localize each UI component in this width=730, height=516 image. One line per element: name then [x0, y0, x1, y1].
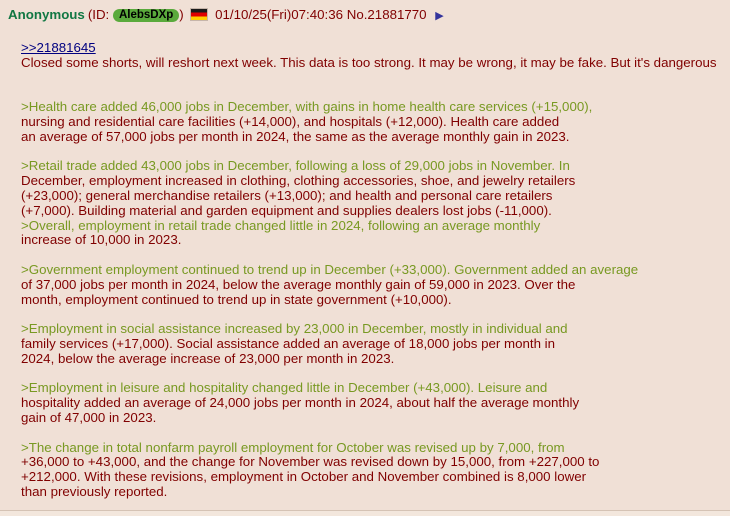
blank-line	[21, 145, 730, 160]
text-line: of 37,000 jobs per month in 2024, below …	[21, 276, 576, 292]
id-suffix: )	[179, 7, 184, 22]
text-line: +212,000. With these revisions, employme…	[21, 469, 587, 485]
greentext-line: >Retail trade added 43,000 jobs in Decem…	[21, 158, 570, 174]
poster-name: Anonymous	[8, 7, 85, 22]
blank-line	[21, 248, 730, 263]
text-line: (+23,000); general merchandise retailers…	[21, 187, 553, 203]
text-line: month, employment continued to trend up …	[21, 291, 452, 307]
blank-line	[21, 85, 730, 100]
greentext-line: >Employment in leisure and hospitality c…	[21, 380, 548, 396]
text-line: increase of 10,000 in 2023.	[21, 232, 182, 248]
text-line: 2024, below the average increase of 23,0…	[21, 350, 395, 366]
post-menu-arrow-icon[interactable]: ▶	[435, 10, 444, 22]
germany-flag-icon	[191, 9, 208, 20]
blank-line	[21, 307, 730, 322]
greentext-line: >Overall, employment in retail trade cha…	[21, 217, 541, 233]
text-line: than previously reported.	[21, 483, 168, 499]
blank-line	[21, 426, 730, 441]
poster-id-badge[interactable]: AlebsDXp	[112, 9, 180, 22]
greentext-line: >Government employment continued to tren…	[21, 261, 639, 277]
greentext-line: >Health care added 46,000 jobs in Decemb…	[21, 99, 593, 115]
post-message: >>21881645 Closed some shorts, will resh…	[21, 40, 730, 500]
post-header: Anonymous (ID: AlebsDXp) 01/10/25(Fri)07:…	[8, 7, 730, 24]
blank-line	[21, 71, 730, 86]
text-line: gain of 47,000 in 2023.	[21, 409, 157, 425]
text-line: December, employment increased in clothi…	[21, 173, 576, 189]
text-line: family services (+17,000). Social assist…	[21, 335, 556, 351]
text-line: (+7,000). Building material and garden e…	[21, 202, 552, 218]
intro-line: Closed some shorts, will reshort next we…	[21, 54, 717, 70]
post-datetime: 01/10/25(Fri)07:40:36	[215, 7, 344, 22]
id-prefix: (ID:	[87, 7, 110, 22]
post-number[interactable]: No.21881770	[346, 7, 427, 22]
text-line: nursing and residential care facilities …	[21, 113, 560, 129]
quote-line: >>21881645	[21, 40, 730, 56]
greentext-line: >Employment in social assistance increas…	[21, 321, 568, 337]
post: Anonymous (ID: AlebsDXp) 01/10/25(Fri)07:…	[8, 7, 730, 500]
paragraphs-container: >Health care added 46,000 jobs in Decemb…	[21, 99, 730, 500]
greentext-line: >The change in total nonfarm payroll emp…	[21, 439, 565, 455]
blank-line	[21, 367, 730, 382]
text-line: +36,000 to +43,000, and the change for N…	[21, 454, 600, 470]
post-bottom-border	[0, 510, 730, 516]
text-line: an average of 57,000 jobs per month in 2…	[21, 128, 570, 144]
text-line: hospitality added an average of 24,000 j…	[21, 395, 580, 411]
quotelink[interactable]: >>21881645	[21, 40, 96, 55]
